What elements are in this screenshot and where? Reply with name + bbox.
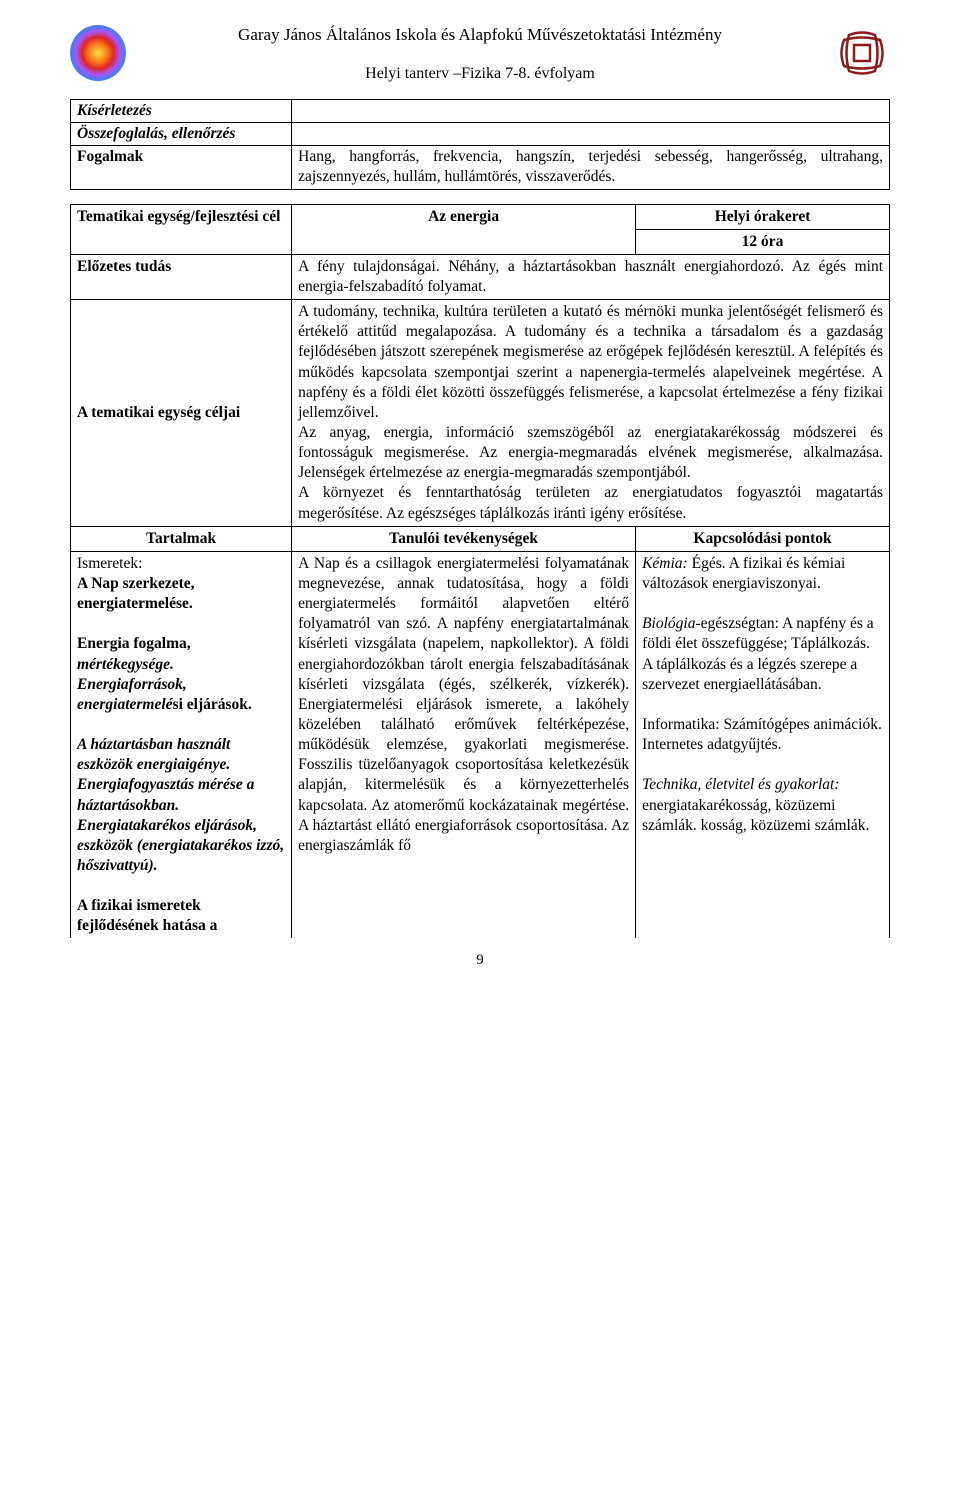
logo-right-icon <box>834 25 890 81</box>
table-row: A tematikai egység céljai A tudomány, te… <box>71 300 890 527</box>
c3-line: Kémia: <box>642 555 688 572</box>
goals-label: A tematikai egység céljai <box>71 300 292 527</box>
empty-cell <box>292 100 890 123</box>
c3-line: Biológia- <box>642 615 701 632</box>
prev-knowledge-label: Előzetes tudás <box>71 254 292 299</box>
col-header-links: Kapcsolódási pontok <box>636 526 890 551</box>
header-text-block: Garay János Általános Iskola és Alapfokú… <box>126 25 834 83</box>
goals-p2: Az anyag, energia, információ szemszögéb… <box>298 424 883 481</box>
col-header-activities: Tanulói tevékenységek <box>292 526 636 551</box>
row-label: Összefoglalás, ellenőrzés <box>71 123 292 146</box>
ora-label: Helyi órakeret <box>636 204 890 229</box>
logo-left-icon <box>70 25 126 81</box>
table-row: Tematikai egység/fejlesztési cél Az ener… <box>71 204 890 229</box>
row-label: Kísérletezés <box>71 100 292 123</box>
c1-line: si eljárások. <box>173 696 252 713</box>
concepts-content: Hang, hangforrás, frekvencia, hangszín, … <box>292 146 890 189</box>
page-number: 9 <box>70 952 890 969</box>
empty-cell <box>292 123 890 146</box>
ora-value: 12 óra <box>636 229 890 254</box>
prev-knowledge-content: A fény tulajdonságai. Néhány, a háztartá… <box>292 254 890 299</box>
c1-line: Ismeretek: <box>77 555 142 572</box>
table-row: Kísérletezés <box>71 100 890 123</box>
goals-content: A tudomány, technika, kultúra területen … <box>292 300 890 527</box>
goals-p3: A környezet és fenntarthatóság területen… <box>298 484 883 521</box>
c1-line: mértékegysége. <box>77 656 174 673</box>
c3-line: Technika, életvitel és gyakorlat: <box>642 776 839 793</box>
c3-line: energiatakarékosság, közüzemi számlák. k… <box>642 797 869 834</box>
goals-p1: A tudomány, technika, kultúra területen … <box>298 303 883 421</box>
activities-cell: A Nap és a csillagok energiatermelési fo… <box>292 551 636 938</box>
table-row: Ismeretek: A Nap szerkezete, energiaterm… <box>71 551 890 938</box>
contents-cell: Ismeretek: A Nap szerkezete, energiaterm… <box>71 551 292 938</box>
c1-line: Energiatakarékos eljárások, eszközök (en… <box>77 817 284 874</box>
curriculum-table: Tematikai egység/fejlesztési cél Az ener… <box>70 204 890 939</box>
c1-line: Energia fogalma, <box>77 635 191 652</box>
unit-title: Az energia <box>292 204 636 254</box>
table-header-row: Tartalmak Tanulói tevékenységek Kapcsoló… <box>71 526 890 551</box>
c1-line: A Nap szerkezete, energiatermelése. <box>77 575 195 612</box>
c1-line: Energiafogyasztás mérése a háztartásokba… <box>77 776 254 813</box>
row-label: Fogalmak <box>71 146 292 189</box>
c1-line: A fizikai ismeretek fejlődésének hatása … <box>77 897 217 934</box>
c1-line: A háztartásban használt eszközök energia… <box>77 736 230 773</box>
c3-line: Informatika: Számítógépes animációk. Int… <box>642 716 882 753</box>
institution-name: Garay János Általános Iskola és Alapfokú… <box>136 25 824 45</box>
concepts-table: Kísérletezés Összefoglalás, ellenőrzés F… <box>70 99 890 190</box>
document-subtitle: Helyi tanterv –Fizika 7-8. évfolyam <box>136 65 824 83</box>
c1-line: Energiaforrások, energiatermelé <box>77 676 187 713</box>
table-row: Fogalmak Hang, hangforrás, frekvencia, h… <box>71 146 890 189</box>
links-cell: Kémia: Égés. A fizikai és kémiai változá… <box>636 551 890 938</box>
table-row: Összefoglalás, ellenőrzés <box>71 123 890 146</box>
table-row: Előzetes tudás A fény tulajdonságai. Néh… <box>71 254 890 299</box>
page-header: Garay János Általános Iskola és Alapfokú… <box>70 25 890 83</box>
unit-label: Tematikai egység/fejlesztési cél <box>71 204 292 254</box>
col-header-contents: Tartalmak <box>71 526 292 551</box>
